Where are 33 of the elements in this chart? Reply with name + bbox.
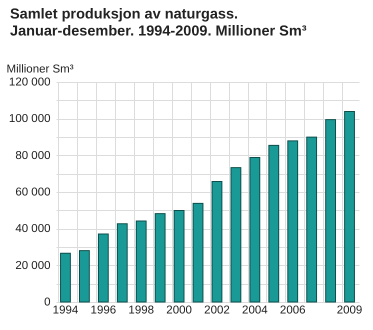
x-tick-label: 2002 [204, 304, 230, 316]
y-tick-label: 60 000 [15, 186, 50, 198]
bar [287, 140, 298, 302]
bar [98, 233, 109, 302]
x-tick-label: 2000 [166, 304, 192, 316]
y-tick-label: 20 000 [15, 260, 50, 272]
bar [212, 181, 222, 302]
bar [116, 223, 128, 302]
bar [192, 202, 204, 302]
bar [174, 210, 184, 302]
bar [268, 144, 280, 302]
y-tick-label: 120 000 [8, 76, 50, 88]
bar [79, 250, 90, 302]
x-tick-label: 2009 [336, 304, 362, 316]
bar [344, 111, 355, 302]
x-tick-label: 2004 [242, 304, 268, 316]
x-tick-label: 1994 [52, 304, 79, 316]
y-tick-label: 40 000 [15, 223, 50, 236]
x-tick-label: 1996 [90, 304, 116, 316]
y-tick-label: 0 [44, 296, 50, 308]
bar [230, 167, 242, 302]
bar [154, 213, 166, 302]
bar [136, 220, 147, 302]
x-tick-label: 1998 [128, 304, 154, 316]
chart-title: Samlet produksjon av naturgass. Januar-desember. 1994-2009. Millioner Sm³ [10, 6, 307, 40]
bar [306, 136, 318, 302]
y-tick-label: 80 000 [15, 150, 50, 162]
x-tick-label: 2006 [280, 304, 306, 316]
bar [60, 252, 71, 302]
y-tick-label: 100 000 [8, 113, 50, 126]
y-axis-title: Millioner Sm³ [6, 64, 74, 76]
bar [325, 119, 336, 302]
bar [249, 157, 260, 302]
